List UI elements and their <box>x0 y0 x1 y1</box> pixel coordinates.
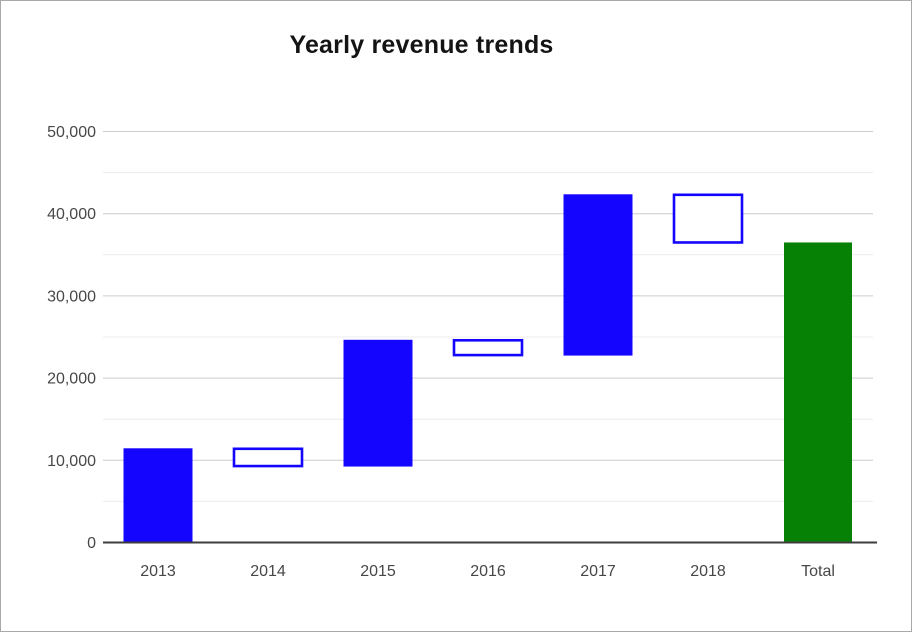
x-tick-label: 2016 <box>470 563 506 580</box>
x-tick-label: 2013 <box>140 563 176 580</box>
bar-2017 <box>563 194 633 356</box>
y-axis-labels: 0 10,000 20,000 30,000 40,000 50,000 <box>47 124 96 552</box>
minor-gridlines <box>103 172 873 502</box>
major-gridlines <box>103 131 873 461</box>
y-tick-label: 30,000 <box>47 288 96 305</box>
x-tick-label: 2015 <box>360 563 396 580</box>
bar-2014 <box>232 447 304 468</box>
y-tick-label: 50,000 <box>47 124 96 141</box>
x-tick-label: 2014 <box>250 563 286 580</box>
y-tick-label: 40,000 <box>47 206 96 223</box>
x-axis-labels: 2013 2014 2015 2016 2017 2018 Total <box>140 563 835 580</box>
bar-2015 <box>343 339 413 467</box>
chart-title: Yearly revenue trends <box>289 31 554 59</box>
bar-2016 <box>452 338 524 357</box>
bar-total <box>784 242 852 543</box>
x-tick-label: Total <box>801 563 835 580</box>
bar-2018 <box>672 193 744 244</box>
x-tick-label: 2017 <box>580 563 616 580</box>
y-tick-label: 0 <box>87 535 96 552</box>
bars <box>123 193 852 543</box>
x-tick-label: 2018 <box>690 563 726 580</box>
y-tick-label: 10,000 <box>47 453 96 470</box>
bar-2013 <box>123 448 193 543</box>
y-tick-label: 20,000 <box>47 371 96 388</box>
